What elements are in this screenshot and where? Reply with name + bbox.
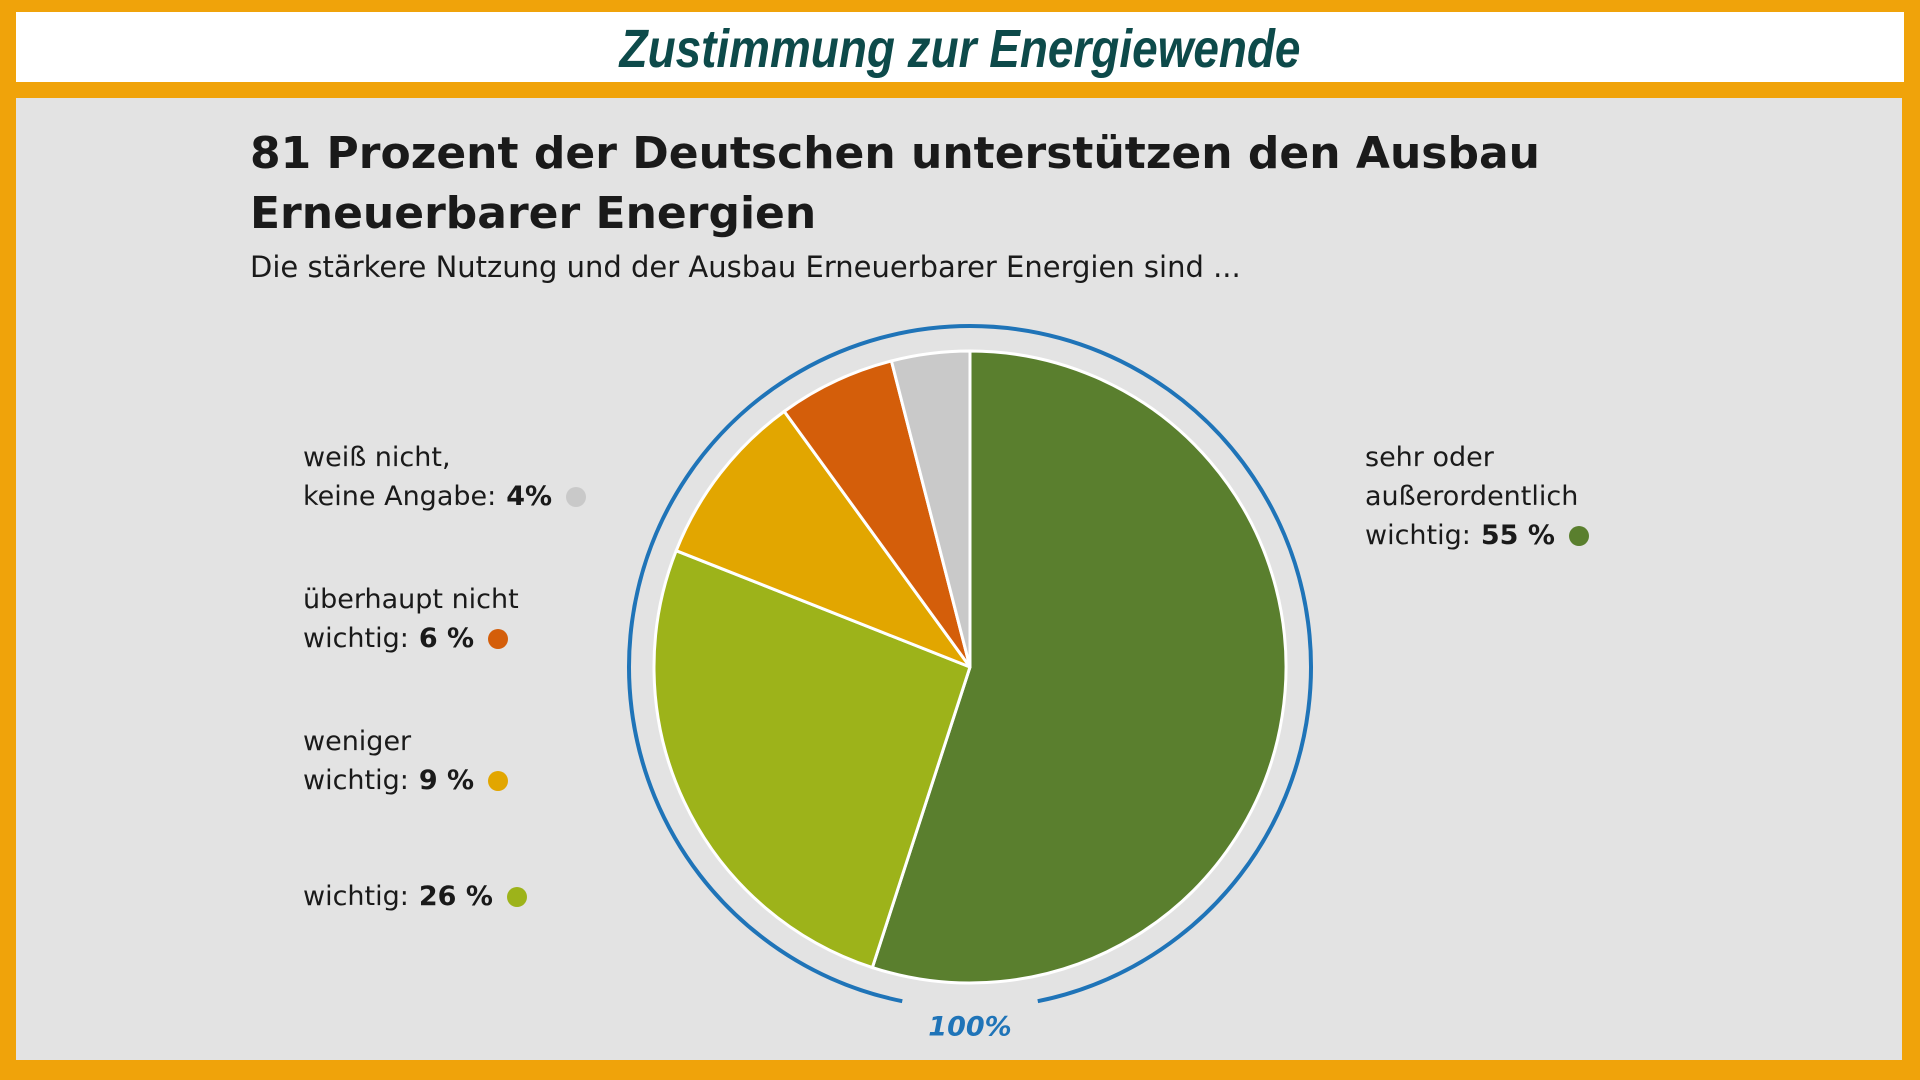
slice-label: sehr oder außerordentlich wichtig: 55 % bbox=[1365, 438, 1589, 555]
chart-title: 81 Prozent der Deutschen unterstützen de… bbox=[250, 128, 1540, 239]
slice-label: überhaupt nicht wichtig: 6 % bbox=[303, 580, 519, 658]
value-label: 9 % bbox=[418, 765, 475, 796]
slice-label: weniger wichtig: 9 % bbox=[303, 722, 509, 800]
legend-dot bbox=[488, 629, 509, 649]
total-label: 100% bbox=[928, 1012, 1011, 1043]
value-label: 26 % bbox=[418, 881, 493, 912]
slice-label: wichtig: 26 % bbox=[303, 877, 527, 916]
legend-dot bbox=[566, 487, 587, 507]
legend-dot bbox=[506, 887, 527, 907]
total-ring bbox=[627, 324, 1313, 1004]
slice-label: weiß nicht, keine Angabe: 4% bbox=[303, 438, 587, 516]
legend-dot bbox=[488, 771, 509, 791]
category-label: wichtig: bbox=[303, 881, 409, 912]
legend-dot bbox=[1568, 526, 1589, 546]
pie-slice bbox=[652, 549, 972, 970]
pie-slice bbox=[674, 409, 972, 669]
value-label: 6 % bbox=[418, 623, 475, 654]
value-label: 4% bbox=[506, 481, 553, 512]
page-title: Zustimmung zur Energiewende bbox=[619, 19, 1301, 79]
pie-slice bbox=[782, 359, 972, 669]
pie-slice bbox=[889, 349, 972, 669]
pie-slice bbox=[870, 349, 1288, 985]
banner: Zustimmung zur Energiewende bbox=[16, 12, 1904, 82]
category-label: sehr oder außerordentlich wichtig: bbox=[1365, 442, 1579, 551]
category-label: überhaupt nicht wichtig: bbox=[303, 584, 519, 654]
category-label: weniger wichtig: bbox=[303, 726, 412, 796]
chart-subtitle: Die stärkere Nutzung und der Ausbau Erne… bbox=[250, 250, 1241, 284]
value-label: 55 % bbox=[1480, 520, 1555, 551]
category-label: weiß nicht, keine Angabe: bbox=[303, 442, 497, 512]
